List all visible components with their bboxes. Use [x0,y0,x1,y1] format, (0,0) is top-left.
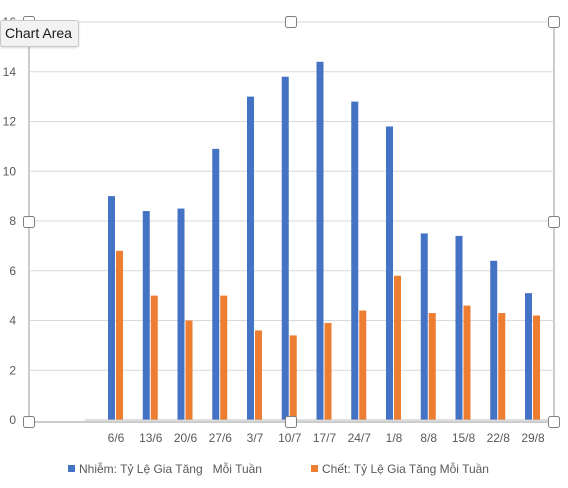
resize-handle[interactable] [23,216,35,228]
resize-handles[interactable] [23,16,560,428]
bar-infected[interactable] [316,61,324,421]
resize-handle[interactable] [548,416,560,428]
bar-deaths[interactable] [324,322,332,420]
bar-infected[interactable] [142,211,150,420]
legend-swatch-deaths [311,465,318,472]
bar-deaths[interactable] [150,295,158,420]
legend-label-deaths: Chết: Tỷ Lệ Gia Tăng Mỗi Tuần [322,461,489,476]
y-tick-label: 0 [9,413,16,427]
resize-handle[interactable] [548,216,560,228]
x-tick-label: 22/8 [487,431,511,445]
bar-infected[interactable] [386,126,393,420]
resize-handle[interactable] [285,416,297,428]
x-tick-label: 24/7 [348,431,372,445]
x-tick-label: 13/6 [139,431,163,445]
x-tick-label: 20/6 [174,431,198,445]
bar-infected[interactable] [247,96,254,420]
bar-deaths[interactable] [255,330,262,420]
bar-deaths[interactable] [533,315,540,420]
bar-deaths[interactable] [463,305,471,420]
bar-infected[interactable] [108,196,115,420]
bar-deaths[interactable] [116,250,123,420]
legend-swatch-infected [68,465,75,472]
x-tick-label: 17/7 [313,431,337,445]
bar-deaths[interactable] [498,313,506,420]
x-tick-label: 3/7 [247,431,264,445]
bar-deaths[interactable] [220,295,228,420]
x-tick-label: 29/8 [521,431,545,445]
bar-infected[interactable] [420,233,428,420]
bar-deaths[interactable] [185,320,193,421]
resize-handle[interactable] [285,16,297,28]
bar-infected[interactable] [177,208,185,420]
legend-label-infected: Nhiễm: Tỷ Lệ Gia Tăng Mỗi Tuần [79,461,262,476]
bar-deaths[interactable] [359,310,367,420]
x-tick-label: 27/6 [209,431,233,445]
resize-handle[interactable] [23,416,35,428]
x-axis-tick-labels: 6/6 13/6 20/6 27/6 3/7 10/7 17/7 24/7 1/8 8/8 15/8… [108,431,545,445]
y-tick-label: 10 [3,164,17,178]
y-tick-label: 12 [3,115,17,129]
bar-deaths[interactable] [394,275,401,420]
y-tick-label: 2 [9,363,16,377]
bar-deaths[interactable] [289,335,297,420]
bar-infected[interactable] [212,148,220,421]
y-tick-label: 8 [9,214,16,228]
x-tick-label: 1/8 [386,431,403,445]
y-axis-tick-labels: 0246810121416 [3,15,17,427]
resize-handle[interactable] [548,16,560,28]
x-tick-label: 15/8 [452,431,476,445]
x-tick-label: 10/7 [278,431,302,445]
x-tick-label: 8/8 [420,431,437,445]
y-tick-label: 6 [9,264,16,278]
y-tick-label: 14 [3,65,17,79]
legend[interactable]: Nhiễm: Tỷ Lệ Gia Tăng Mỗi Tuần Chết: Tỷ … [68,461,489,476]
bar-infected[interactable] [525,293,532,420]
y-tick-label: 4 [9,314,16,328]
x-tick-label: 6/6 [108,431,125,445]
bar-infected[interactable] [281,76,289,420]
bar-infected[interactable] [351,101,359,420]
bar-deaths[interactable] [428,313,436,420]
chart-area-tooltip: Chart Area [0,20,79,47]
bar-infected[interactable] [455,235,463,420]
bar-infected[interactable] [490,260,498,420]
bar-series[interactable] [108,61,540,421]
